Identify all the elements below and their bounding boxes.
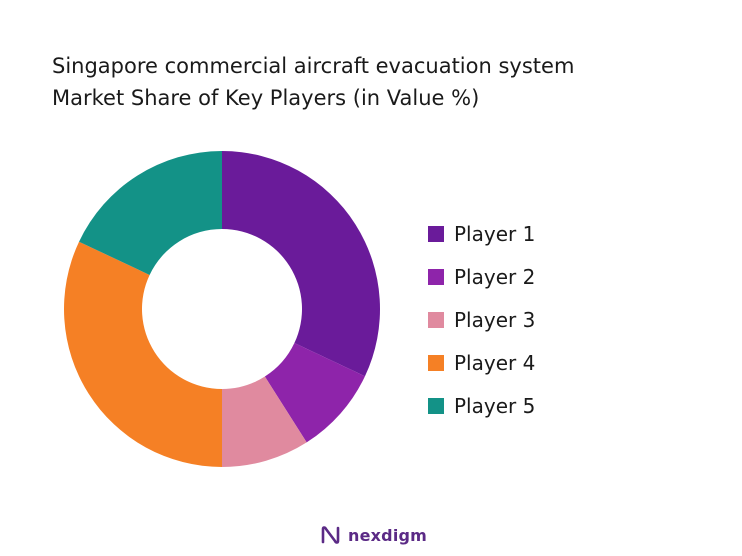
chart-title-line-1: Singapore commercial aircraft evacuation… — [52, 54, 575, 78]
legend-label: Player 1 — [454, 221, 536, 246]
legend-item-player-2: Player 2 — [428, 255, 628, 298]
legend-label: Player 2 — [454, 264, 536, 289]
legend-label: Player 5 — [454, 393, 536, 418]
legend-swatch — [428, 397, 444, 414]
legend-item-player-4: Player 4 — [428, 341, 628, 384]
donut-slice-1 — [222, 151, 381, 377]
donut-slice-4 — [63, 241, 223, 467]
legend-item-player-1: Player 1 — [428, 212, 628, 255]
legend-label: Player 3 — [454, 307, 536, 332]
legend-swatch — [428, 354, 444, 371]
donut-slice-3 — [222, 376, 307, 468]
donut-slice-5 — [79, 151, 222, 275]
legend-label: Player 4 — [454, 350, 536, 375]
donut-slice-2 — [264, 343, 365, 443]
legend-item-player-3: Player 3 — [428, 298, 628, 341]
brand-name: nexdigm — [348, 525, 428, 545]
chart-title: Singapore commercial aircraft evacuation… — [52, 50, 712, 114]
brand-logo: nexdigm — [320, 524, 427, 546]
legend-swatch — [428, 311, 444, 328]
chart-subtitle: Market Share of Key Players (in Value %) — [52, 86, 480, 110]
chart-legend: Player 1 Player 2 Player 3 Player 4 Play… — [428, 212, 628, 427]
legend-item-player-5: Player 5 — [428, 384, 628, 427]
legend-swatch — [428, 225, 444, 242]
nexdigm-logo-icon — [321, 526, 340, 544]
legend-swatch — [428, 268, 444, 285]
